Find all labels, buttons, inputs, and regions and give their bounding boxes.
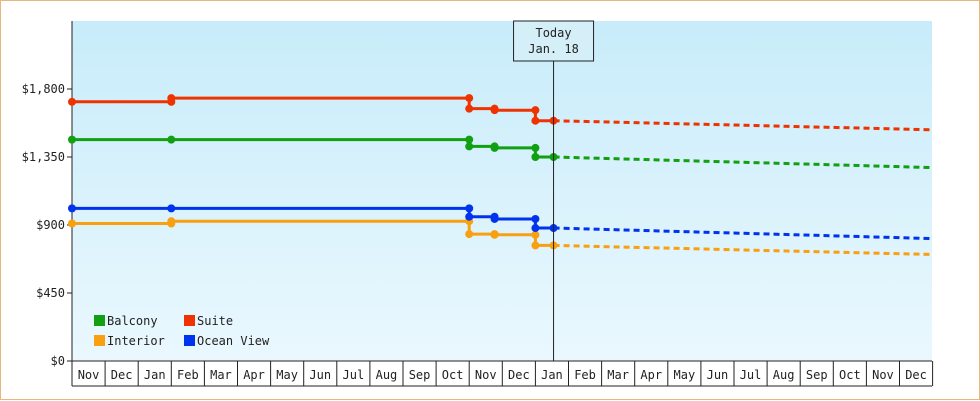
legend-label: Interior	[107, 334, 165, 348]
series-point-suite	[531, 116, 540, 125]
y-tick-label: $0	[51, 354, 65, 368]
month-label: Jan	[541, 368, 563, 382]
month-label: May	[276, 368, 298, 382]
series-point-suite	[465, 104, 474, 113]
series-point-interior	[531, 230, 540, 239]
month-label: Oct	[442, 368, 464, 382]
month-label: Nov	[78, 368, 100, 382]
month-label: Aug	[773, 368, 795, 382]
month-label: Dec	[508, 368, 530, 382]
month-label: Sep	[806, 368, 828, 382]
today-label: Today	[535, 26, 571, 40]
series-point-balcony	[531, 153, 540, 161]
plot-background	[72, 21, 932, 361]
month-label: Feb	[574, 368, 596, 382]
legend-swatch	[94, 315, 105, 326]
month-label: Oct	[839, 368, 861, 382]
month-label: Nov	[475, 368, 497, 382]
month-label: Apr	[640, 368, 662, 382]
series-forecast-interior	[553, 243, 933, 256]
series-point-balcony	[465, 142, 474, 151]
month-label: Jun	[707, 368, 729, 382]
month-label: Aug	[376, 368, 398, 382]
month-label: Jan	[144, 368, 166, 382]
today-date-label: Jan. 18	[528, 42, 579, 56]
series-point-ocean-view	[465, 212, 474, 221]
month-label: Nov	[872, 368, 894, 382]
month-label: Dec	[111, 368, 133, 382]
month-label: Apr	[243, 368, 265, 382]
series-point-suite	[531, 106, 540, 115]
series-point-suite	[490, 106, 499, 115]
series-forecast-ocean-view	[553, 226, 933, 241]
series-point-ocean-view	[465, 204, 474, 213]
y-tick-label: $900	[36, 218, 65, 232]
series-point-ocean-view	[531, 224, 540, 233]
month-label: Mar	[607, 368, 629, 382]
series-point-interior	[531, 241, 540, 250]
legend-label: Ocean View	[197, 334, 270, 348]
legend-label: Balcony	[107, 314, 158, 328]
series-forecast-suite	[553, 119, 933, 132]
legend-swatch	[184, 335, 195, 346]
month-label: Jun	[309, 368, 331, 382]
today-box	[513, 20, 595, 62]
month-label: Jul	[343, 368, 365, 382]
legend-swatch	[184, 315, 195, 326]
month-label: Mar	[210, 368, 232, 382]
series-point-balcony	[167, 135, 176, 144]
series-point-balcony	[490, 143, 499, 152]
series-point-ocean-view	[68, 204, 76, 213]
month-label: Feb	[177, 368, 199, 382]
series-point-ocean-view	[167, 204, 176, 213]
series-point-ocean-view	[531, 214, 540, 223]
y-tick-label: $450	[36, 286, 65, 300]
series-point-suite	[465, 94, 474, 103]
series-point-interior	[490, 230, 499, 239]
y-tick-label: $1,350	[22, 150, 65, 164]
series-point-interior	[68, 219, 76, 228]
series-point-balcony	[531, 143, 540, 152]
series-point-suite	[68, 97, 76, 106]
series-point-interior	[167, 217, 176, 226]
month-label: Jul	[740, 368, 762, 382]
legend-swatch	[94, 335, 105, 346]
month-label: Dec	[905, 368, 927, 382]
month-label: Sep	[409, 368, 431, 382]
y-tick-label: $1,800	[22, 82, 65, 96]
series-forecast-balcony	[553, 155, 933, 170]
legend-label: Suite	[197, 314, 233, 328]
series-point-balcony	[68, 135, 76, 144]
series-point-interior	[465, 230, 474, 239]
month-label: May	[674, 368, 696, 382]
series-point-suite	[167, 94, 176, 103]
series-point-ocean-view	[490, 214, 499, 223]
series-point-balcony	[465, 135, 474, 144]
